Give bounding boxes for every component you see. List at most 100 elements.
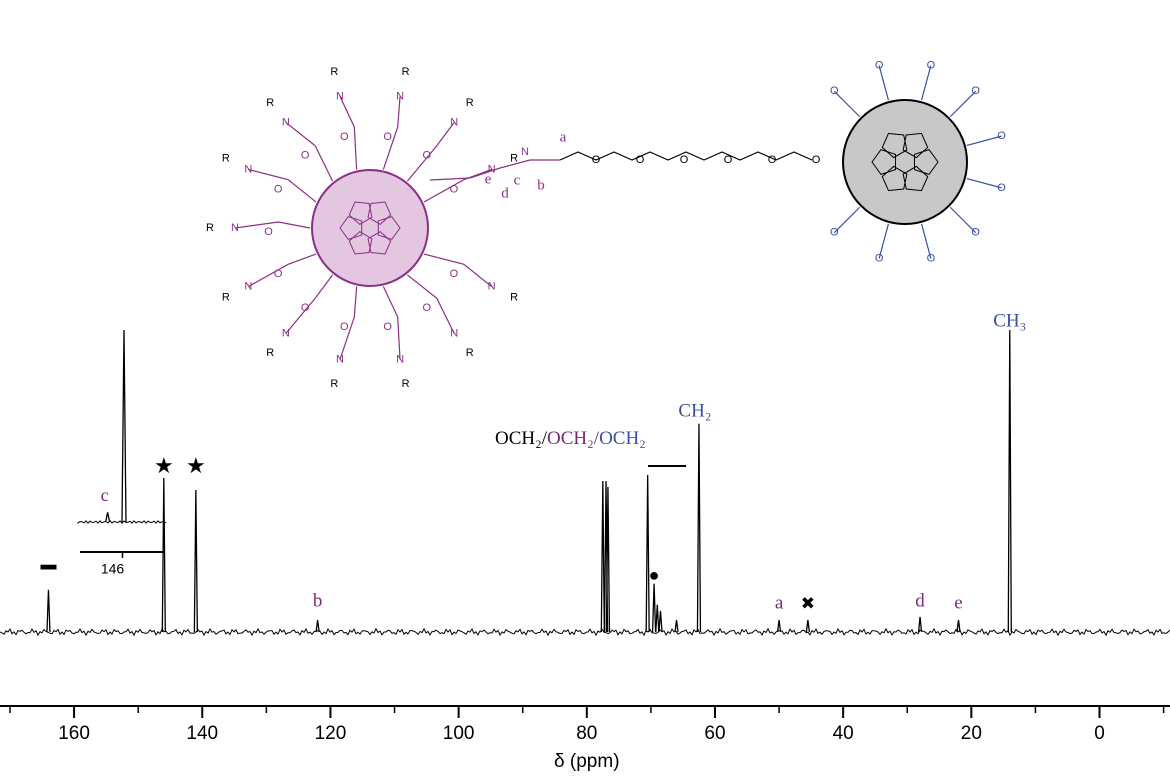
group-annotation-part: OCH₂/ xyxy=(547,428,600,449)
peak-annotation: ● xyxy=(649,565,660,585)
oxygen-label: O xyxy=(274,184,283,196)
r-label: R xyxy=(266,97,274,109)
fullerene-face xyxy=(348,231,373,255)
nitrogen-label: N xyxy=(521,146,529,158)
arm xyxy=(285,274,334,334)
oxygen-label: O xyxy=(927,252,936,264)
group-annotation-part: OCH₂ xyxy=(599,428,646,449)
peak-annotation: ★ xyxy=(154,453,174,478)
x-tick-label: 100 xyxy=(443,723,475,744)
oxygen-label: O xyxy=(927,59,936,71)
arm xyxy=(406,122,455,182)
oxygen-label: O xyxy=(875,252,884,264)
peak xyxy=(161,477,166,633)
r-label: R xyxy=(402,66,410,78)
nitrogen-label: N xyxy=(231,222,239,234)
nitrogen-label: N xyxy=(396,90,404,102)
ester-arm xyxy=(833,90,861,118)
fullerene xyxy=(842,99,968,225)
peak-annotation: CH₃ xyxy=(993,310,1026,331)
peak xyxy=(674,619,679,633)
nitrogen-label: N xyxy=(450,116,458,128)
peak xyxy=(917,616,923,633)
peak-annotation: e xyxy=(954,592,962,613)
oxygen-label: O xyxy=(423,150,432,162)
ester-arm xyxy=(833,206,861,234)
peak-annotation: CH₂ xyxy=(678,400,711,421)
nitrogen-label: N xyxy=(282,327,290,339)
linker xyxy=(429,159,560,181)
oxygen-label: O xyxy=(423,302,432,314)
r-label: R xyxy=(222,291,230,303)
oxygen-label: O xyxy=(274,268,283,280)
oxygen-label: O xyxy=(340,321,349,333)
nitrogen-label: N xyxy=(336,90,344,102)
arm xyxy=(234,221,311,229)
oxygen-label: O xyxy=(340,131,349,143)
nitrogen-label: N xyxy=(336,354,344,366)
fullerene-face xyxy=(367,201,392,225)
ester-arm xyxy=(966,135,1002,147)
peak-annotation: ★ xyxy=(186,453,206,478)
oxygen-label: O xyxy=(680,154,689,166)
peak xyxy=(46,589,51,633)
r-label: R xyxy=(330,378,338,390)
x-tick-label: 40 xyxy=(833,723,854,744)
oxygen-label: O xyxy=(997,130,1006,142)
nitrogen-label: N xyxy=(488,163,496,175)
chain-label: c xyxy=(514,172,521,188)
peak-annotation: d xyxy=(915,590,925,611)
oxygen-label: O xyxy=(383,321,392,333)
nitrogen-label: N xyxy=(396,354,404,366)
r-label: R xyxy=(206,222,214,234)
arm xyxy=(423,253,493,288)
oxygen-label: O xyxy=(812,154,821,166)
fullerene-face xyxy=(902,132,929,159)
arm xyxy=(248,168,317,203)
x-tick-label: 140 xyxy=(186,723,218,744)
arm xyxy=(423,168,492,203)
fullerene-face xyxy=(902,165,929,192)
r-label: R xyxy=(222,152,230,164)
x-tick-label: 20 xyxy=(961,723,982,744)
oxygen-label: O xyxy=(301,302,310,314)
peak-annotation: ✖ xyxy=(801,594,815,613)
oxygen-label: O xyxy=(264,226,273,238)
peak xyxy=(776,619,782,633)
peg-chain xyxy=(559,151,813,161)
oxygen-label: O xyxy=(592,154,601,166)
chain-label: e xyxy=(485,171,492,187)
fullerene-face xyxy=(367,231,392,255)
r-label: R xyxy=(466,347,474,359)
peak xyxy=(696,423,702,633)
peak-annotation: b xyxy=(313,590,323,611)
x-tick-label: 0 xyxy=(1094,723,1105,744)
nitrogen-label: N xyxy=(488,280,496,292)
r-label: R xyxy=(510,291,518,303)
x-axis-label: δ (ppm) xyxy=(554,751,619,772)
nitrogen-label: N xyxy=(450,327,458,339)
chain-label: d xyxy=(501,185,509,201)
peak-annotation: ▬ xyxy=(40,557,56,574)
ester-arm xyxy=(878,65,890,101)
arm xyxy=(285,121,334,182)
peak-annotation: a xyxy=(775,592,784,613)
chain-label: a xyxy=(560,129,567,145)
r-label: R xyxy=(402,378,410,390)
fullerene-face xyxy=(339,215,363,241)
fullerene-face xyxy=(881,132,908,159)
arm xyxy=(339,286,358,360)
arm xyxy=(407,274,455,334)
oxygen-label: O xyxy=(383,131,392,143)
ester-arm xyxy=(920,65,932,101)
oxygen-label: O xyxy=(636,154,645,166)
peak xyxy=(600,480,605,633)
fullerene-face xyxy=(377,215,401,241)
peak xyxy=(315,619,320,633)
nitrogen-label: N xyxy=(244,280,252,292)
nitrogen-label: N xyxy=(282,116,290,128)
inset-noise xyxy=(77,520,167,524)
inset-peak xyxy=(121,329,127,523)
fullerene-face xyxy=(881,165,908,192)
